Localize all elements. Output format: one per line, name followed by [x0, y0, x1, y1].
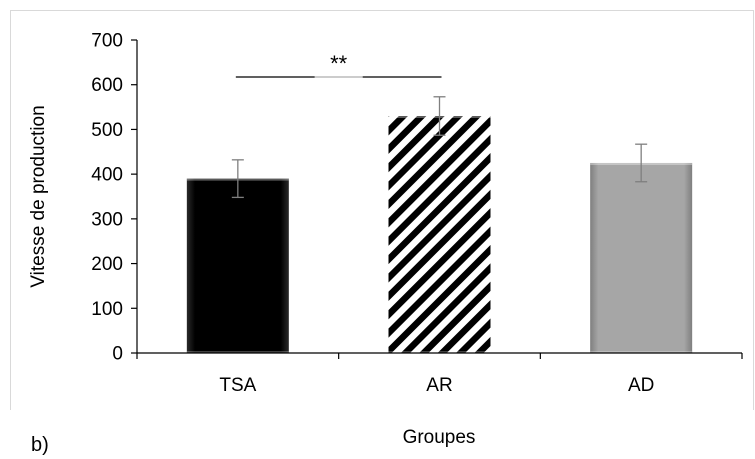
- x-tick-label: TSA: [219, 375, 256, 396]
- y-tick-label: 100: [91, 299, 123, 320]
- bar-ar: [388, 116, 491, 353]
- y-tick-label: 600: [91, 75, 123, 96]
- y-tick-label: 0: [112, 344, 123, 365]
- x-axis-title: Groupes: [402, 427, 476, 448]
- x-tick-label: AR: [426, 375, 452, 396]
- chart-frame: [10, 10, 754, 410]
- y-tick-label: 300: [91, 209, 123, 230]
- panel-label: b): [31, 434, 49, 456]
- bar-ad: [590, 162, 693, 353]
- significance-marker: **: [330, 51, 348, 76]
- y-tick-label: 700: [91, 31, 123, 52]
- bar-tsa: [186, 178, 289, 353]
- y-tick-label: 500: [91, 120, 123, 141]
- y-axis-title: Vitesse de production: [28, 105, 49, 287]
- x-tick-label: AD: [628, 375, 654, 396]
- y-tick-label: 200: [91, 254, 123, 275]
- y-tick-label: 400: [91, 165, 123, 186]
